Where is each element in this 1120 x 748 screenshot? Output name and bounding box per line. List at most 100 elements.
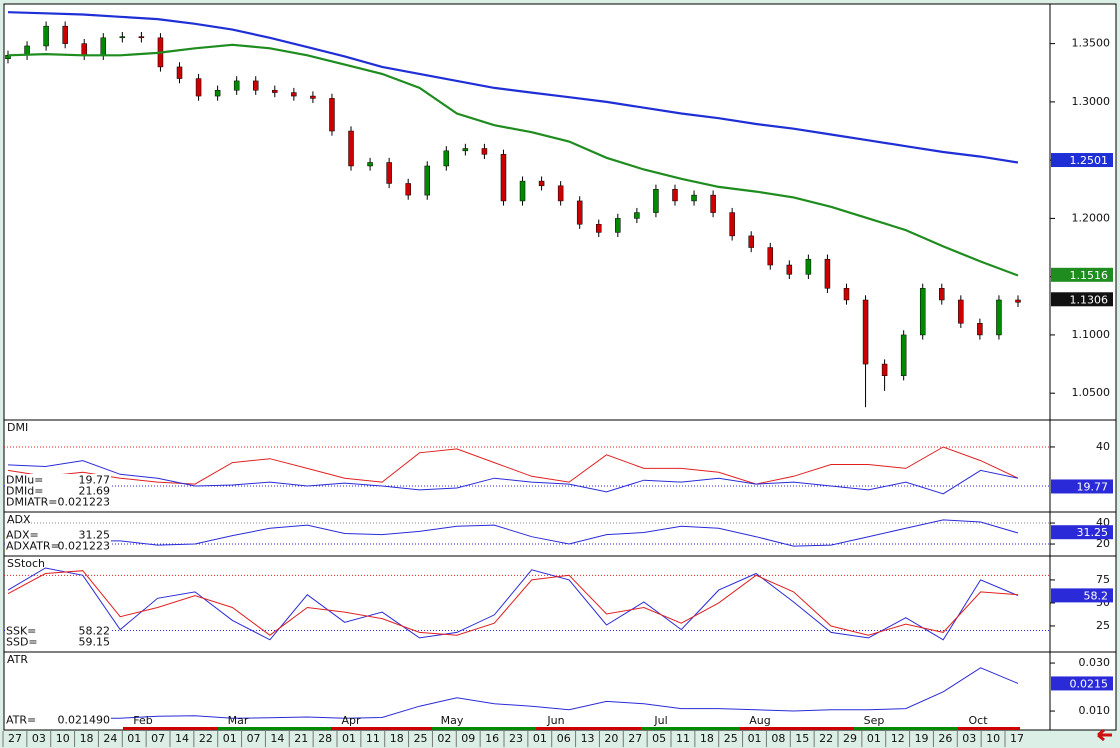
month-bar	[218, 727, 331, 730]
day-label: 02	[437, 732, 451, 745]
candle-body	[843, 288, 850, 301]
readout-name: SSD=	[6, 636, 38, 649]
day-label: 17	[1010, 732, 1024, 745]
day-label: 10	[986, 732, 1000, 745]
candle-body	[710, 194, 716, 213]
readout-box	[5, 625, 111, 649]
day-label: 13	[581, 732, 595, 745]
candle-body	[767, 247, 774, 266]
day-label: 11	[366, 732, 380, 745]
candle-body	[977, 323, 983, 336]
readout-value: 0.021490	[58, 714, 111, 727]
candle-body	[310, 95, 316, 99]
candle-body	[557, 185, 564, 202]
day-label: 01	[223, 732, 237, 745]
candle-body	[939, 288, 945, 301]
candle-body	[43, 25, 49, 47]
day-label: 22	[199, 732, 213, 745]
month-label: Sep	[864, 714, 885, 727]
candle-body	[634, 212, 640, 219]
month-bar	[331, 727, 432, 730]
day-label: 01	[748, 732, 762, 745]
candle-body	[691, 194, 697, 202]
series-line	[7, 11, 1019, 164]
price-marker	[1051, 267, 1113, 282]
readout-value: 58.22	[79, 625, 111, 638]
candle-body	[481, 148, 488, 155]
readout-value: 0.021223	[58, 496, 111, 509]
day-label: 07	[151, 732, 165, 745]
candle-body	[500, 154, 507, 202]
candle-body	[862, 299, 869, 365]
candle-body	[81, 43, 87, 56]
month-bar	[641, 727, 740, 730]
candle-body	[291, 92, 297, 97]
candle-body	[272, 89, 278, 93]
candle-body	[958, 299, 964, 324]
day-label: 08	[771, 732, 785, 745]
month-label: Feb	[133, 714, 152, 727]
candle-body	[729, 212, 735, 237]
month-label: Jul	[653, 714, 667, 727]
candle-body	[881, 363, 888, 376]
month-label: Jun	[546, 714, 564, 727]
day-label: 01	[867, 732, 881, 745]
day-label: 12	[891, 732, 905, 745]
price-marker-label: 19.77	[1077, 480, 1109, 493]
y-tick-label: 0.030	[1079, 656, 1111, 669]
readout-value: 21.69	[79, 485, 111, 498]
day-label: 28	[318, 732, 332, 745]
price-marker	[1051, 292, 1113, 307]
day-label: 25	[724, 732, 738, 745]
price-marker-label: 1.2501	[1070, 154, 1109, 167]
candle-body	[786, 264, 793, 275]
candle-body	[900, 334, 907, 376]
candle-body	[672, 189, 678, 202]
day-label: 03	[32, 732, 46, 745]
readout-name: DMIATR=	[6, 496, 57, 509]
day-label: 14	[270, 732, 284, 745]
day-label: 15	[795, 732, 809, 745]
month-label: Apr	[341, 714, 361, 727]
day-label: 16	[485, 732, 499, 745]
day-label: 26	[938, 732, 952, 745]
month-bar	[740, 727, 854, 730]
candle-body	[615, 218, 621, 233]
scroll-arrow[interactable]	[1097, 728, 1112, 742]
y-tick-label: 0.010	[1079, 704, 1111, 717]
candle-body	[195, 78, 202, 97]
day-label: 03	[962, 732, 976, 745]
month-label: Aug	[749, 714, 770, 727]
readout-value: 31.25	[79, 529, 111, 542]
day-label: 27	[8, 732, 22, 745]
day-label: 09	[461, 732, 475, 745]
plot-area	[3, 3, 1051, 731]
candle-body	[576, 200, 583, 225]
y-tick-label: 1.3500	[1072, 37, 1111, 50]
readout-name: DMIu=	[6, 474, 43, 487]
candle-body	[119, 36, 126, 39]
panel-title: ADX	[7, 513, 31, 526]
series-line	[7, 446, 1019, 485]
y-tick-label: 40	[1096, 440, 1110, 453]
month-label: Mar	[228, 714, 249, 727]
price-marker	[1051, 153, 1113, 168]
price-marker	[1051, 479, 1113, 494]
y-tick-label: 1.0500	[1072, 386, 1111, 399]
candle-body	[443, 150, 450, 167]
y-tick-label: 25	[1096, 619, 1110, 632]
y-tick-label: 1.1000	[1072, 328, 1111, 341]
candle-body	[100, 37, 107, 56]
candle-body	[424, 165, 430, 196]
day-label: 25	[414, 732, 428, 745]
y-tick-label: 1.2000	[1072, 211, 1111, 224]
price-marker-label: 1.1516	[1070, 269, 1109, 282]
readout-value: 59.15	[79, 636, 111, 649]
price-marker	[1051, 525, 1113, 540]
day-label: 19	[915, 732, 929, 745]
day-label: 01	[533, 732, 547, 745]
candle-body	[519, 180, 526, 202]
series-line	[7, 567, 1019, 641]
panel-title: DMI	[7, 421, 28, 434]
day-label: 27	[628, 732, 642, 745]
